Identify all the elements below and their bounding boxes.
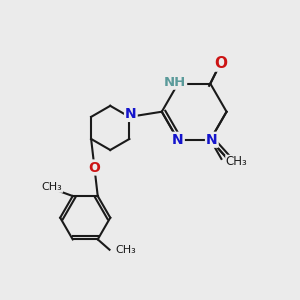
Text: CH₃: CH₃ — [116, 245, 136, 255]
Text: O: O — [88, 160, 101, 175]
Text: N: N — [229, 157, 241, 171]
Text: NH: NH — [164, 76, 186, 89]
Text: O: O — [214, 56, 227, 70]
Text: CH₃: CH₃ — [226, 155, 248, 168]
Text: N: N — [172, 133, 184, 147]
Text: N: N — [206, 133, 218, 147]
Text: CH₃: CH₃ — [42, 182, 62, 192]
Text: N: N — [125, 107, 137, 121]
